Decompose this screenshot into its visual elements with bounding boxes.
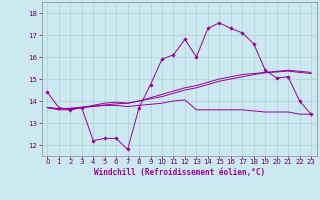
X-axis label: Windchill (Refroidissement éolien,°C): Windchill (Refroidissement éolien,°C) (94, 168, 265, 177)
